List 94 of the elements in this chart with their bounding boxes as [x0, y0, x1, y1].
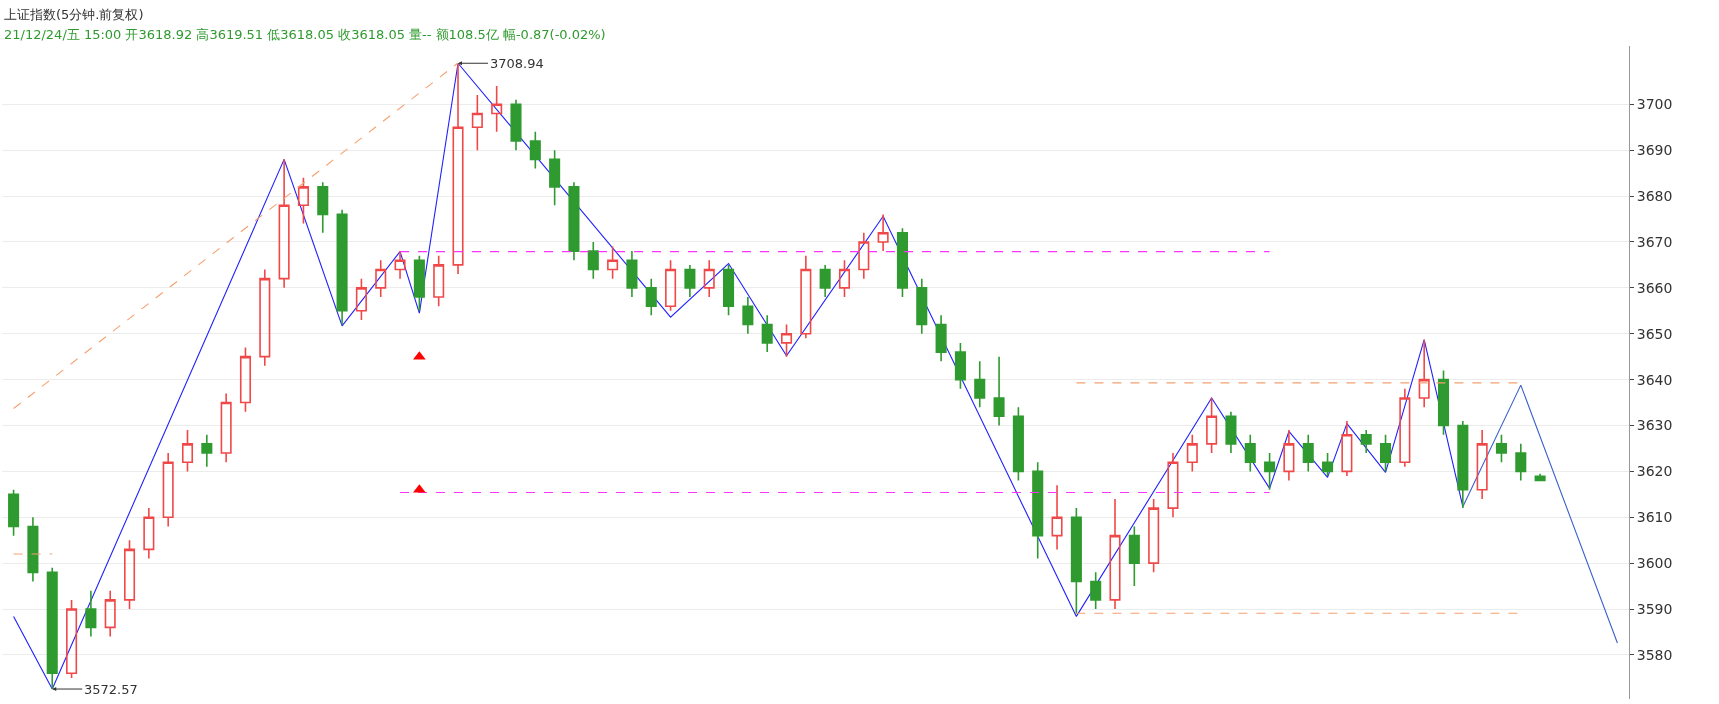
y-tick-label: 3610 — [1636, 509, 1673, 526]
candlestick — [1437, 369, 1450, 436]
candlestick — [317, 181, 329, 234]
y-tick-label: 3650 — [1636, 325, 1673, 342]
candlestick — [336, 209, 348, 326]
candlestick — [974, 360, 986, 408]
candlestick — [1322, 452, 1334, 477]
candlestick — [297, 176, 309, 225]
candlestick — [877, 213, 889, 252]
candlestick — [1515, 443, 1527, 482]
annotation: 3572.57 — [84, 682, 138, 697]
candlestick — [954, 342, 966, 390]
candlestick — [413, 254, 425, 312]
y-tick-label: 3600 — [1636, 555, 1673, 572]
candlestick — [568, 181, 580, 262]
candlestick — [665, 259, 677, 312]
candlestick — [780, 323, 793, 358]
candlestick — [916, 277, 928, 335]
candlestick — [1148, 498, 1160, 574]
candlestick — [761, 314, 773, 353]
candlestick — [355, 277, 367, 321]
y-tick-label: 3700 — [1636, 96, 1673, 113]
candlestick — [66, 599, 78, 679]
candlestick — [1051, 484, 1063, 551]
y-tick-label: 3660 — [1636, 279, 1673, 296]
candlestick — [375, 259, 387, 298]
candlestick — [993, 355, 1005, 427]
candlestick — [645, 277, 657, 317]
candlestick — [220, 392, 232, 464]
candlestick — [819, 264, 831, 298]
y-tick-label: 3670 — [1636, 233, 1673, 250]
candlestick — [1109, 498, 1121, 610]
candlestick — [723, 264, 735, 317]
candlestick — [1341, 420, 1353, 477]
y-tick-label: 3620 — [1636, 463, 1673, 480]
candlestick — [143, 507, 155, 560]
candlestick — [471, 94, 483, 151]
candlestick — [1032, 461, 1044, 560]
candlestick — [1225, 410, 1237, 454]
y-tick-label: 3640 — [1636, 371, 1673, 388]
candlestick — [278, 158, 290, 289]
candlestick — [1264, 452, 1276, 491]
candlestick — [1476, 429, 1488, 500]
candlestick — [684, 264, 696, 298]
candlestick — [491, 85, 503, 133]
candlestick — [703, 259, 715, 298]
candlestick — [1167, 452, 1179, 519]
candlestick — [104, 589, 116, 638]
candlestick — [935, 314, 947, 363]
candlestick — [8, 488, 20, 537]
candlestick — [587, 241, 599, 280]
candlestick — [510, 98, 522, 151]
candlestick — [1070, 507, 1082, 615]
candlestick — [259, 268, 271, 367]
candlestick — [1360, 429, 1372, 454]
candlestick — [1302, 433, 1314, 473]
y-tick-label: 3590 — [1636, 600, 1673, 617]
candlestick — [626, 250, 638, 298]
candlestick — [1418, 338, 1430, 408]
candlestick — [896, 227, 908, 298]
candlestick — [181, 429, 194, 473]
candlestick — [1380, 433, 1392, 473]
candlestick — [1090, 571, 1102, 610]
annotation: 3708.94 — [490, 56, 544, 71]
candlestick — [1186, 433, 1198, 473]
candlestick — [800, 254, 812, 340]
candlestick — [162, 452, 174, 528]
candlestick — [549, 149, 561, 207]
candlestick — [239, 346, 251, 413]
candlestick — [1012, 406, 1024, 482]
chart-title: 上证指数(5分钟.前复权) — [4, 7, 144, 22]
y-tick-label: 3580 — [1636, 646, 1673, 663]
candlestick — [1244, 433, 1256, 473]
candlestick — [124, 539, 136, 610]
y-tick-label: 3690 — [1636, 142, 1673, 159]
candlestick — [85, 589, 97, 638]
candlestick — [1457, 420, 1469, 509]
candlestick — [838, 259, 851, 298]
candlestick — [1495, 433, 1507, 464]
candlestick — [1206, 397, 1218, 454]
candlestick — [858, 231, 870, 280]
candlestick — [201, 433, 213, 468]
candlestick — [1399, 387, 1411, 468]
chart-subtitle: 21/12/24/五 15:00 开3618.92 高3619.51 低3618.05 收3618.05 量-- 额108.5亿 幅-0.87(-0.02%) — [4, 27, 606, 42]
candlestick — [394, 250, 406, 280]
candlestick — [607, 245, 619, 280]
y-tick-label: 3680 — [1636, 187, 1673, 204]
candlestick — [1283, 429, 1295, 482]
candlestick — [529, 131, 541, 170]
candlestick — [1128, 525, 1140, 587]
candlestick — [433, 254, 445, 307]
candlestick — [742, 296, 754, 335]
candlestick — [27, 516, 39, 583]
y-tick-label: 3630 — [1636, 417, 1673, 434]
